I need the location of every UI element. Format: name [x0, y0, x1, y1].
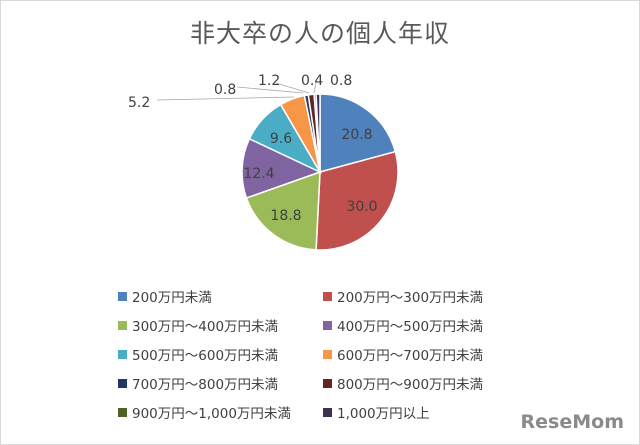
- legend-label: 200万円未満: [132, 290, 212, 306]
- legend-item: 600万円～700万円未満: [323, 344, 483, 364]
- pie-slice: [315, 150, 399, 251]
- legend-item: 200万円未満: [118, 286, 212, 306]
- legend-label: 1,000万円以上: [337, 406, 430, 422]
- legend-label: 800万円～900万円未満: [337, 377, 484, 393]
- pie-slice: [315, 93, 321, 173]
- data-label: 20.8: [341, 127, 372, 143]
- legend-swatch: [118, 378, 127, 388]
- legend-item: 300万円～400万円未満: [118, 315, 278, 335]
- legend-swatch: [118, 291, 127, 301]
- legend-item: 900万円～1,000万円未満: [118, 402, 291, 422]
- data-label: 1.2: [258, 73, 280, 89]
- leader-line: [156, 96, 295, 101]
- legend-label: 700万円～800万円未満: [132, 377, 279, 393]
- pie-slice: [319, 93, 397, 173]
- data-label: 5.2: [128, 95, 150, 111]
- pie-slice: [241, 137, 322, 199]
- legend-swatch: [323, 378, 332, 388]
- legend-item: 1,000万円以上: [323, 402, 430, 422]
- chart-title: 非大卒の人の個人年収: [189, 19, 450, 48]
- legend-label: 300万円～400万円未満: [132, 319, 279, 335]
- legend-item: 200万円～300万円未満: [323, 286, 483, 306]
- leader-line: [313, 82, 317, 94]
- legend-swatch: [118, 407, 127, 417]
- leader-line: [236, 86, 304, 94]
- legend-swatch: [323, 291, 332, 301]
- legend-swatch: [118, 320, 127, 330]
- data-label: 30.0: [346, 199, 377, 215]
- resemom-logo: ReseMom: [520, 411, 624, 433]
- legend-swatch: [323, 349, 332, 359]
- legend-swatch: [323, 320, 332, 330]
- legend-label: 900万円～1,000万円未満: [132, 406, 291, 422]
- legend-swatch: [118, 349, 127, 359]
- data-label: 0.4: [301, 73, 323, 89]
- data-label: 18.8: [270, 208, 301, 224]
- data-label: 12.4: [243, 166, 274, 182]
- legend-label: 500万円～600万円未満: [132, 348, 279, 364]
- legend-label: 400万円～500万円未満: [337, 319, 484, 335]
- legend-swatch: [323, 407, 332, 417]
- data-label: 9.6: [270, 131, 292, 147]
- data-label: 0.8: [214, 82, 236, 98]
- leader-line: [275, 82, 310, 94]
- data-label: 0.8: [330, 73, 352, 89]
- legend-item: 400万円～500万円未満: [323, 315, 483, 335]
- legend-label: 200万円～300万円未満: [337, 290, 484, 306]
- legend-item: 700万円～800万円未満: [118, 373, 278, 393]
- legend-item: 800万円～900万円未満: [323, 373, 483, 393]
- legend-label: 600万円～700万円未満: [337, 348, 484, 364]
- legend-item: 500万円～600万円未満: [118, 344, 278, 364]
